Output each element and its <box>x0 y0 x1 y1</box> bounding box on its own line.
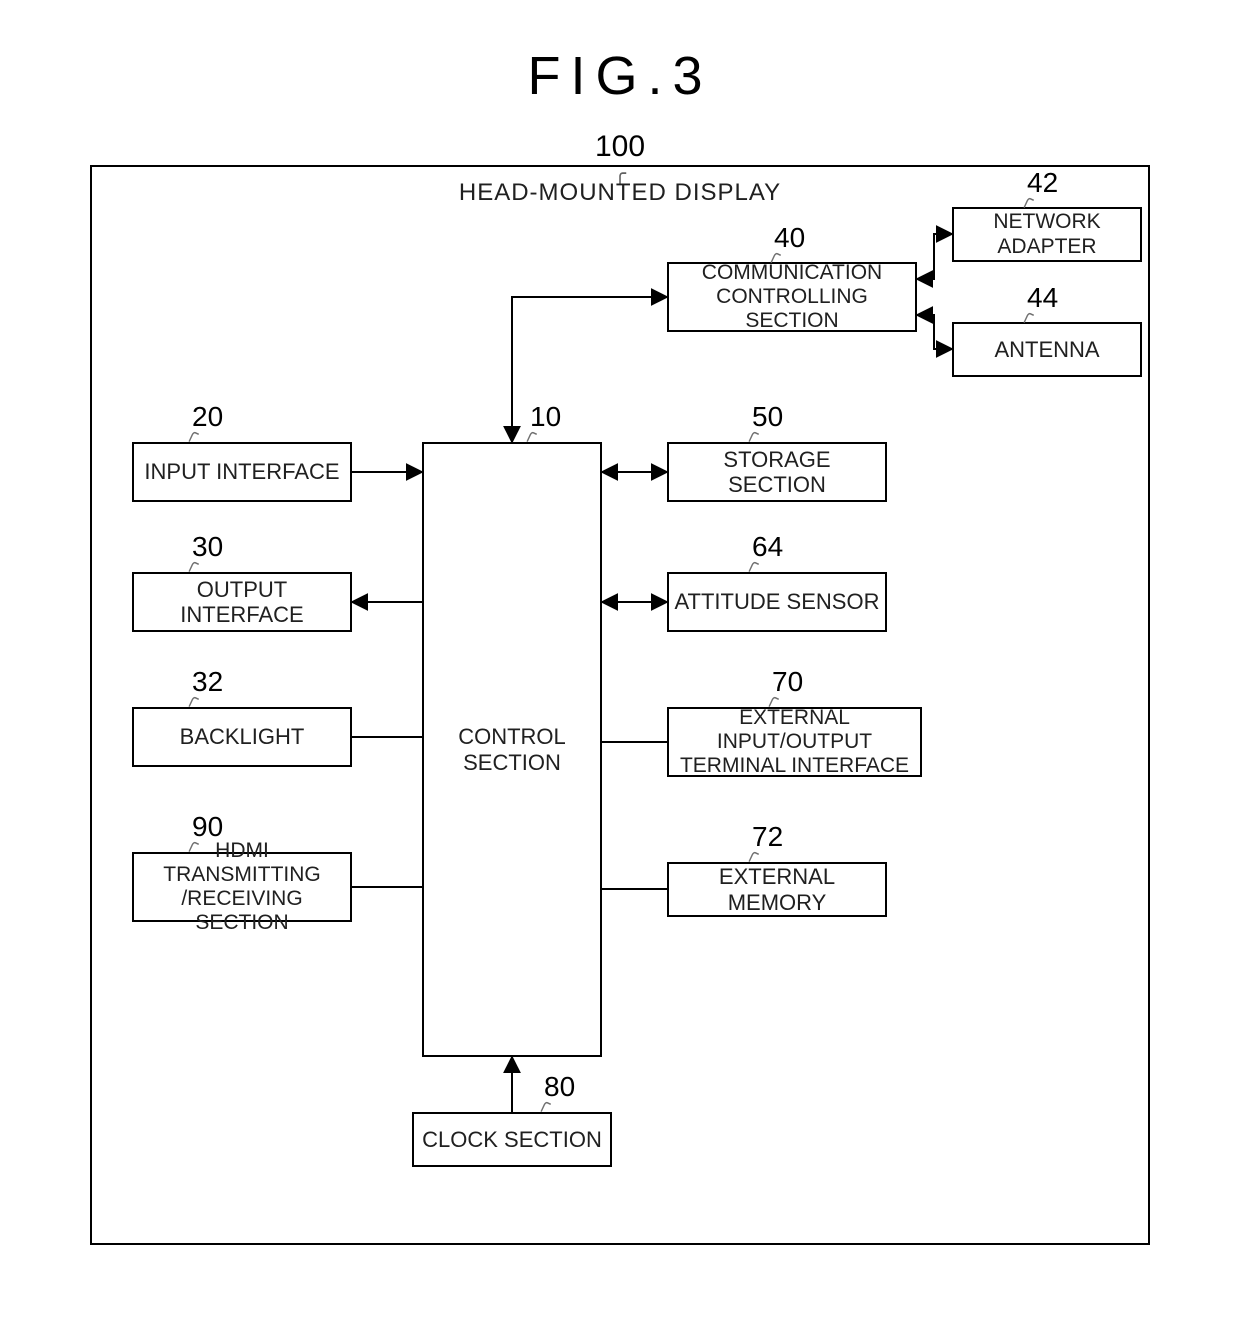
ref-40: 40╭ <box>774 222 805 254</box>
ref-20: 20╭ <box>192 401 223 433</box>
ref-32: 32╭ <box>192 666 223 698</box>
ref-44: 44╭ <box>1027 282 1058 314</box>
block-backlight: BACKLIGHT <box>132 707 352 767</box>
block-comm-controlling: COMMUNICATION CONTROLLING SECTION <box>667 262 917 332</box>
ref-70: 70╭ <box>772 666 803 698</box>
block-external-memory: EXTERNAL MEMORY <box>667 862 887 917</box>
diagram-frame: HEAD-MOUNTED DISPLAY <box>90 165 1150 1245</box>
ref-90: 90╭ <box>192 811 223 843</box>
block-ext-io: EXTERNAL INPUT/OUTPUT TERMINAL INTERFACE <box>667 707 922 777</box>
block-output-interface: OUTPUT INTERFACE <box>132 572 352 632</box>
block-hdmi: HDMI TRANSMITTING /RECEIVING SECTION <box>132 852 352 922</box>
ref-30: 30╭ <box>192 531 223 563</box>
ref-80: 80╭ <box>544 1071 575 1103</box>
ref-72: 72╭ <box>752 821 783 853</box>
figure-title: FIG.3 <box>0 45 1240 107</box>
ref-64: 64╭ <box>752 531 783 563</box>
block-input-interface: INPUT INTERFACE <box>132 442 352 502</box>
block-antenna: ANTENNA <box>952 322 1142 377</box>
block-storage-section: STORAGE SECTION <box>667 442 887 502</box>
ref-10: 10╭ <box>530 401 561 433</box>
block-network-adapter: NETWORK ADAPTER <box>952 207 1142 262</box>
ref-42: 42╭ <box>1027 167 1058 199</box>
page: FIG.3 100╭ HEAD-MOUNTED DISPLAY <box>0 0 1240 1326</box>
ref-50: 50╭ <box>752 401 783 433</box>
block-control-section: CONTROL SECTION <box>422 442 602 1057</box>
block-clock-section: CLOCK SECTION <box>412 1112 612 1167</box>
block-attitude-sensor: ATTITUDE SENSOR <box>667 572 887 632</box>
